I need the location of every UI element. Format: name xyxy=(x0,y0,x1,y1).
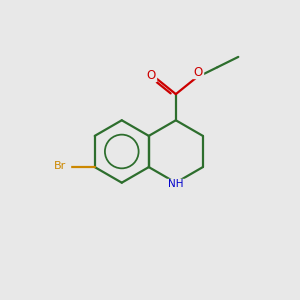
Bar xyxy=(145,71,156,81)
Text: Br: Br xyxy=(54,161,66,172)
Bar xyxy=(192,67,203,78)
Text: O: O xyxy=(146,69,155,82)
Bar xyxy=(166,179,186,189)
Bar xyxy=(50,161,70,172)
Text: NH: NH xyxy=(168,179,184,189)
Text: O: O xyxy=(193,66,202,79)
